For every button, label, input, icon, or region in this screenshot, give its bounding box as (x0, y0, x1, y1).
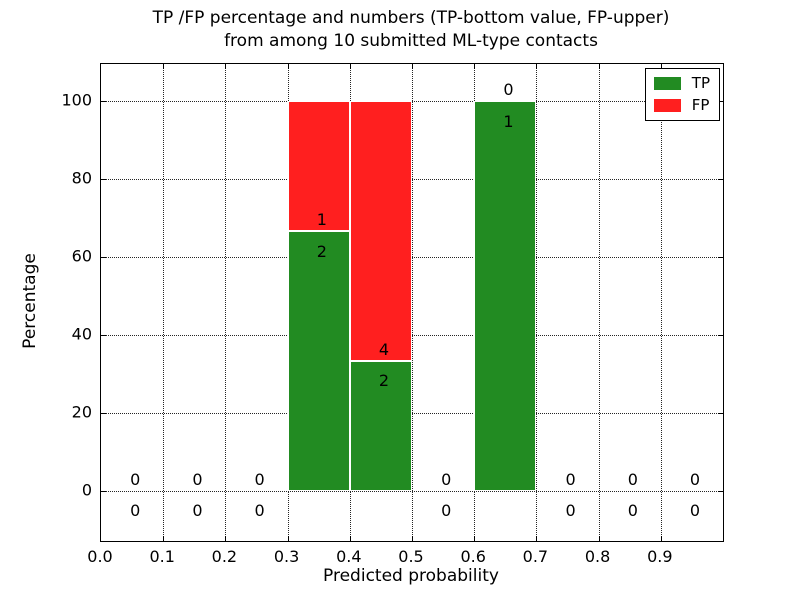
x-tick-mark (474, 536, 476, 541)
x-gridline (598, 64, 600, 541)
y-tick-label: 40 (71, 324, 92, 344)
y-gridline (101, 491, 723, 493)
x-axis-label: Predicted probability (323, 566, 499, 586)
y-tick-label: 20 (71, 402, 92, 422)
bar-tp-segment (287, 231, 350, 492)
y-tick-mark-right (718, 491, 723, 493)
bar-tp-segment (349, 361, 412, 492)
fp-count-label: 0 (441, 469, 452, 489)
fp-count-label: 4 (378, 339, 390, 359)
legend-item-tp: TP (653, 74, 710, 92)
fp-count-label: 0 (503, 80, 514, 100)
x-tick-label: 0.7 (522, 547, 549, 566)
fp-color-swatch (653, 99, 681, 112)
tp-count-label: 1 (503, 111, 514, 131)
tp-count-label: 0 (565, 501, 576, 521)
y-tick-mark-right (718, 413, 723, 415)
tp-count-label: 0 (441, 501, 452, 521)
x-tick-label: 0.3 (273, 547, 300, 566)
fp-count-label: 0 (254, 469, 265, 489)
x-tick-mark-top (536, 64, 538, 69)
x-tick-mark (536, 536, 538, 541)
bar-fp-segment (349, 101, 412, 362)
tp-count-label: 0 (254, 501, 265, 521)
x-gridline (163, 64, 165, 541)
x-tick-mark-top (287, 64, 289, 69)
y-tick-mark (101, 101, 106, 103)
tp-count-label: 0 (130, 501, 141, 521)
y-tick-mark-right (718, 179, 723, 181)
y-gridline (101, 179, 723, 181)
x-gridline (225, 64, 227, 541)
y-gridline (101, 335, 723, 337)
y-tick-mark (101, 257, 106, 259)
plot-area: TP FP 0 0 0 0 0 0 1 2 4 2 0 0 0 1 0 0 0 0 0 0 (100, 63, 724, 542)
chart-title-line-1: TP /FP percentage and numbers (TP-bottom… (152, 8, 670, 28)
bar-fp-segment (287, 101, 350, 232)
x-tick-mark (287, 536, 289, 541)
y-tick-label: 60 (71, 246, 92, 266)
tp-count-label: 2 (316, 241, 327, 261)
x-tick-label: 0.4 (336, 547, 362, 566)
y-tick-mark-right (718, 335, 723, 337)
y-tick-mark (101, 413, 106, 415)
x-tick-label: 0.6 (460, 547, 486, 566)
x-tick-label: 0.1 (149, 547, 175, 566)
x-tick-label: 0.9 (647, 547, 673, 566)
x-tick-label: 0.0 (87, 547, 113, 566)
y-tick-label: 100 (61, 90, 92, 110)
fp-count-label: 0 (627, 469, 638, 489)
x-tick-mark-top (225, 64, 227, 69)
legend-label-tp: TP (691, 74, 710, 92)
y-gridline (101, 257, 723, 259)
legend-label-fp: FP (691, 96, 710, 114)
legend-item-fp: FP (653, 96, 710, 114)
x-tick-mark (163, 536, 165, 541)
y-tick-mark (101, 179, 106, 181)
tp-count-label: 0 (689, 501, 701, 521)
x-tick-mark (349, 536, 351, 541)
x-gridline (660, 64, 662, 541)
chart-title: TP /FP percentage and numbers (TP-bottom… (100, 7, 722, 53)
x-tick-mark-top (349, 64, 351, 69)
y-tick-mark (101, 335, 106, 337)
chart-title-line-2: from among 10 submitted ML-type contacts (224, 31, 598, 51)
bar-tp-segment (474, 101, 537, 492)
y-gridline (101, 101, 723, 103)
x-tick-mark (225, 536, 227, 541)
fp-count-label: 0 (565, 469, 576, 489)
x-tick-mark (412, 536, 413, 541)
x-gridline (536, 64, 538, 541)
y-tick-label: 0 (81, 480, 92, 500)
tp-count-label: 0 (192, 501, 203, 521)
fp-count-label: 0 (689, 469, 701, 489)
x-tick-mark (660, 536, 662, 541)
x-tick-mark-top (163, 64, 165, 69)
x-tick-label: 0.2 (211, 547, 238, 566)
x-gridline (412, 64, 413, 541)
fp-count-label: 0 (130, 469, 141, 489)
x-tick-label: 0.5 (398, 547, 424, 566)
y-tick-label: 80 (71, 168, 92, 188)
x-tick-mark-top (660, 64, 662, 69)
fp-count-label: 0 (192, 469, 203, 489)
x-tick-mark (598, 536, 600, 541)
x-tick-mark-top (412, 64, 413, 69)
legend: TP FP (644, 68, 720, 121)
fp-count-label: 1 (316, 209, 327, 229)
y-tick-mark (101, 491, 106, 493)
x-tick-mark-top (474, 64, 476, 69)
tp-count-label: 0 (627, 501, 638, 521)
y-tick-mark-right (718, 257, 723, 259)
y-gridline (101, 413, 723, 415)
x-tick-mark-top (598, 64, 600, 69)
tp-count-label: 2 (378, 371, 390, 391)
tp-color-swatch (653, 77, 681, 90)
y-tick-mark-right (718, 101, 723, 103)
x-tick-label: 0.8 (584, 547, 611, 566)
